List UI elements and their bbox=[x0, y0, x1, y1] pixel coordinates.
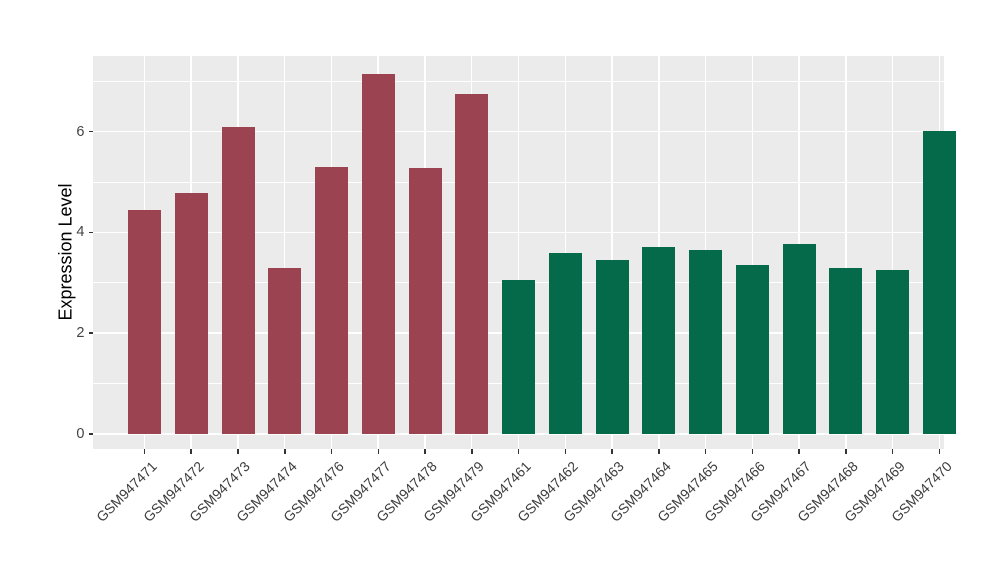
y-tick-label: 0 bbox=[76, 426, 85, 442]
bar-GSM947466 bbox=[735, 265, 769, 434]
x-tick-mark bbox=[845, 449, 847, 454]
major-gridline-vertical bbox=[845, 56, 847, 449]
bar-GSM947468 bbox=[829, 267, 863, 434]
bar-GSM947462 bbox=[548, 252, 582, 434]
bar-GSM947471 bbox=[127, 209, 161, 434]
x-tick-mark bbox=[190, 449, 192, 454]
bar-GSM947474 bbox=[268, 267, 302, 434]
y-tick-mark bbox=[88, 231, 93, 234]
bar-GSM947464 bbox=[642, 246, 676, 434]
bar-GSM947469 bbox=[876, 270, 910, 434]
x-tick-mark bbox=[798, 449, 800, 454]
x-tick-mark bbox=[751, 449, 753, 454]
major-gridline-vertical bbox=[517, 56, 520, 449]
x-tick-mark bbox=[143, 449, 146, 454]
x-tick-mark bbox=[377, 449, 379, 454]
x-tick-mark bbox=[330, 449, 333, 454]
x-tick-mark bbox=[704, 449, 707, 454]
y-tick-label: 4 bbox=[76, 224, 85, 241]
y-axis-title: Expression Level bbox=[55, 183, 76, 321]
major-gridline-vertical bbox=[891, 56, 894, 449]
bar-GSM947477 bbox=[361, 73, 395, 434]
y-tick-label: 6 bbox=[76, 123, 85, 140]
major-gridline-vertical bbox=[611, 56, 613, 449]
bar-GSM947463 bbox=[595, 260, 629, 434]
x-tick-mark bbox=[658, 449, 660, 454]
major-gridline-vertical bbox=[564, 56, 567, 449]
y-tick-label: 2 bbox=[76, 325, 85, 342]
bar-GSM947473 bbox=[221, 126, 255, 434]
x-tick-mark bbox=[284, 449, 286, 454]
bar-GSM947465 bbox=[689, 250, 722, 434]
bar-GSM947467 bbox=[782, 243, 816, 434]
x-tick-mark bbox=[611, 449, 613, 454]
x-tick-mark bbox=[471, 449, 473, 454]
bar-GSM947461 bbox=[502, 280, 535, 434]
x-tick-mark bbox=[424, 449, 426, 454]
x-tick-mark bbox=[938, 449, 941, 454]
x-tick-mark bbox=[564, 449, 566, 454]
y-tick-mark bbox=[88, 332, 93, 334]
x-tick-mark bbox=[237, 449, 239, 454]
bar-GSM947470 bbox=[922, 130, 956, 434]
major-gridline-vertical bbox=[283, 56, 286, 449]
major-gridline-vertical bbox=[751, 56, 754, 449]
x-tick-mark bbox=[891, 449, 894, 454]
bar-GSM947478 bbox=[408, 168, 442, 434]
y-tick-mark bbox=[88, 433, 93, 435]
bar-GSM947472 bbox=[174, 193, 208, 434]
bar-GSM947476 bbox=[315, 166, 348, 434]
y-tick-mark bbox=[88, 130, 93, 133]
x-tick-mark bbox=[517, 449, 520, 454]
bar-GSM947479 bbox=[455, 93, 489, 434]
